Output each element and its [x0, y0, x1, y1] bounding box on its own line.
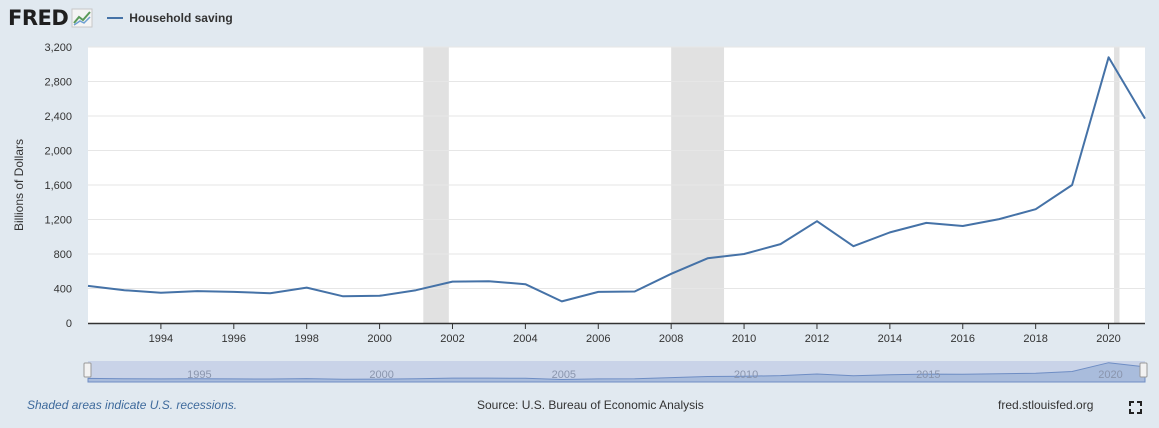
x-tick-label: 2016 — [951, 333, 975, 345]
y-tick-label: 1,600 — [44, 180, 72, 192]
x-tick-label: 2018 — [1023, 333, 1047, 345]
x-tick-label: 1994 — [149, 333, 173, 345]
y-axis: 0 400 800 1,200 1,600 2,000 2,400 2,800 3,200 — [44, 42, 72, 330]
x-tick-label: 2000 — [367, 333, 391, 345]
chart-header: FRED Household saving — [8, 5, 233, 31]
x-tick-label: 1996 — [222, 333, 246, 345]
x-tick-label: 2012 — [805, 333, 829, 345]
chart: 0 400 800 1,200 1,600 2,000 2,400 2,800 3,200 19… — [12, 42, 1148, 383]
y-tick-label: 2,000 — [44, 146, 72, 158]
legend-swatch — [107, 17, 124, 19]
y-tick-label: 0 — [66, 318, 72, 330]
x-tick-label: 2014 — [878, 333, 902, 345]
chart-line-icon — [71, 8, 93, 28]
gridlines — [88, 46, 1145, 289]
y-tick-label: 1,200 — [44, 215, 72, 227]
navigator-tick-label: 2015 — [916, 369, 940, 381]
y-axis-label: Billions of Dollars — [12, 139, 26, 231]
y-tick-label: 2,800 — [44, 77, 72, 89]
source-text: Source: U.S. Bureau of Economic Analysis — [477, 398, 704, 412]
navigator-tick-label: 2005 — [552, 369, 576, 381]
navigator-axis: 1995 2000 2005 2010 2015 2020 — [187, 369, 1123, 381]
y-tick-label: 400 — [54, 284, 72, 296]
x-axis: 1994 1996 1998 2000 2002 2004 2006 2008 2010 2012… — [88, 322, 1145, 345]
navigator-tick-label: 2010 — [734, 369, 758, 381]
x-tick-label: 2004 — [513, 333, 537, 345]
navigator[interactable]: 1995 2000 2005 2010 2015 2020 — [83, 361, 1148, 383]
navigator-handle-left[interactable] — [83, 362, 92, 378]
fred-logo[interactable]: FRED — [8, 6, 69, 30]
navigator-handle-right[interactable] — [1139, 362, 1148, 378]
navigator-tick-label: 2020 — [1098, 369, 1122, 381]
navigator-tick-label: 2000 — [369, 369, 393, 381]
x-tick-label: 2010 — [732, 333, 756, 345]
site-link[interactable]: fred.stlouisfed.org — [998, 398, 1094, 412]
x-tick-label: 2006 — [586, 333, 610, 345]
navigator-series — [87, 362, 1146, 383]
legend: Household saving — [107, 11, 233, 25]
series-line-household-saving[interactable] — [87, 56, 1146, 303]
y-tick-label: 3,200 — [44, 42, 72, 54]
x-tick-label: 2020 — [1096, 333, 1120, 345]
recession-note[interactable]: Shaded areas indicate U.S. recessions. — [27, 398, 238, 412]
fullscreen-icon[interactable] — [1129, 401, 1142, 414]
x-tick-label: 2008 — [659, 333, 683, 345]
y-tick-label: 2,400 — [44, 111, 72, 123]
legend-label[interactable]: Household saving — [129, 11, 233, 25]
x-tick-label: 1998 — [294, 333, 318, 345]
navigator-tick-label: 1995 — [187, 369, 211, 381]
y-tick-label: 800 — [54, 249, 72, 261]
x-tick-label: 2002 — [440, 333, 464, 345]
